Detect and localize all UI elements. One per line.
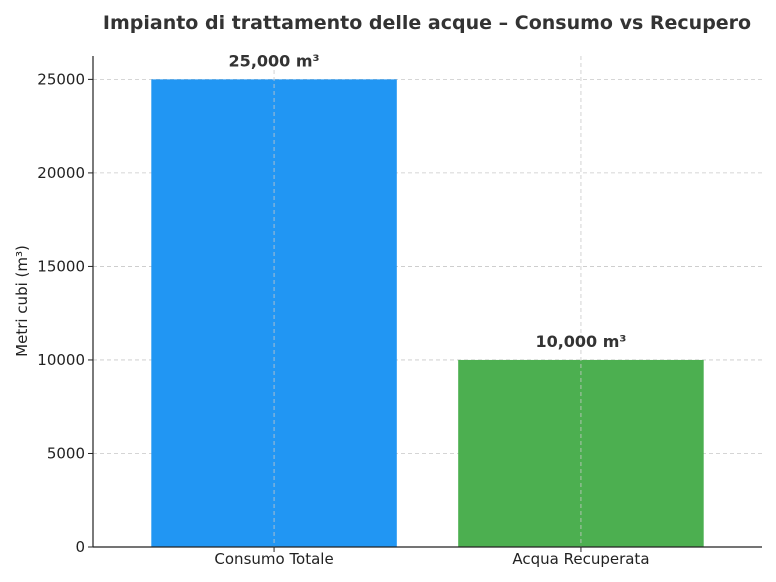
y-tick-label: 0 [75,538,85,556]
y-tick-label: 10000 [37,351,85,369]
x-tick-label: Acqua Recuperata [512,550,649,568]
y-tick-label: 15000 [37,257,85,275]
label-layer: 0 5000 10000 15000 20000 25000 Consumo Totale A… [37,51,649,568]
bar-layer [151,56,704,547]
y-tick-label: 25000 [37,70,85,88]
data-label: 10,000 m³ [535,332,626,351]
bar-acqua-recuperata [458,359,704,547]
y-tick-label: 20000 [37,164,85,182]
y-tick-label: 5000 [47,444,85,462]
x-tick-label: Consumo Totale [214,550,333,568]
axis-layer [88,56,762,552]
chart-title: Impianto di trattamento delle acque – Co… [103,12,751,34]
y-axis-label: Metri cubi (m³) [13,245,31,357]
data-label: 25,000 m³ [229,51,320,70]
